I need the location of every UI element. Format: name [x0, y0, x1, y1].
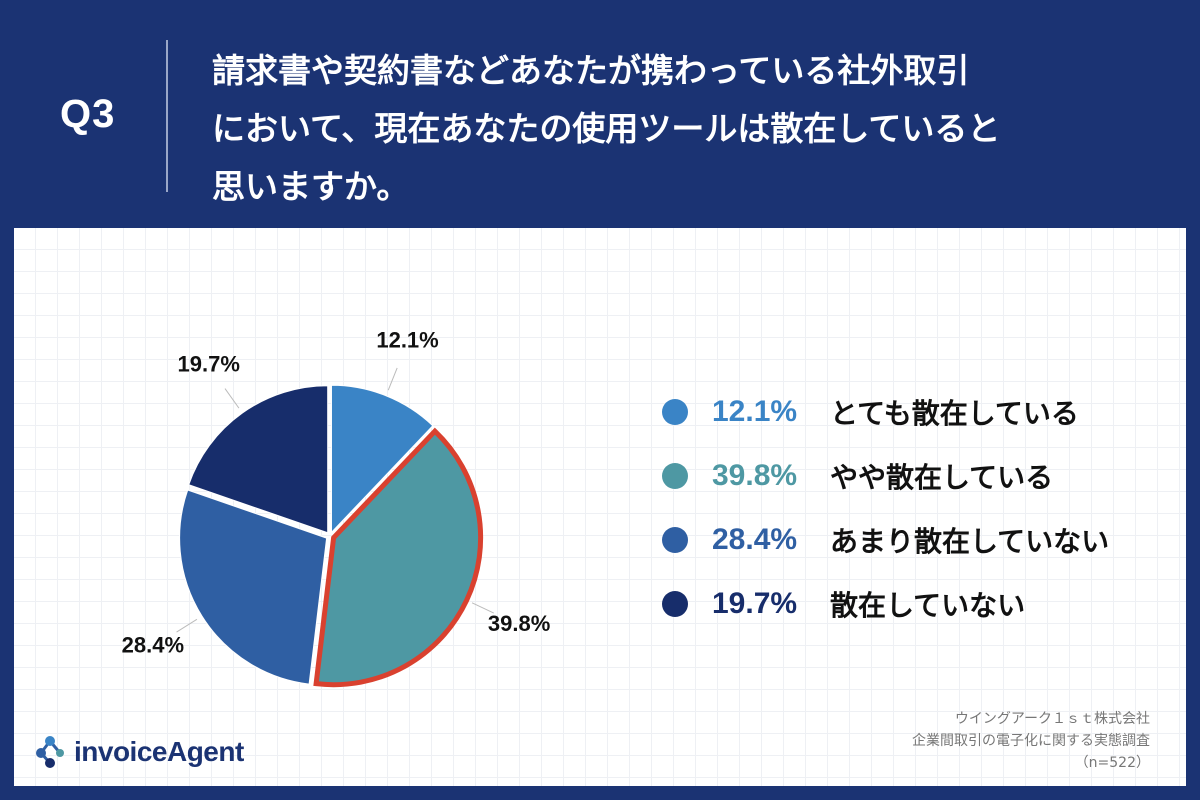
- legend-marker: [662, 399, 688, 425]
- question-line: 思いますか。: [212, 167, 410, 206]
- legend-label: やや散在している: [830, 461, 1054, 494]
- legend-label: とても散在している: [830, 397, 1079, 430]
- source-line: 企業間取引の電子化に関する実態調査: [912, 733, 1150, 749]
- pie-slice: [179, 489, 328, 685]
- header-divider: [166, 40, 168, 192]
- legend-marker: [662, 463, 688, 489]
- leader-line: [471, 602, 494, 614]
- legend-item: 39.8% やや散在している: [662, 444, 1182, 508]
- slice-value-label: 12.1%: [376, 328, 438, 353]
- legend-value: 19.7%: [712, 587, 798, 620]
- brand-name: invoiceAgent: [74, 736, 244, 767]
- pie-chart: 12.1% 39.8% 28.4% 19.7%: [122, 328, 550, 688]
- source-line: ウイングアーク１ｓｔ株式会社: [954, 711, 1150, 727]
- source-line: （n=522）: [1074, 755, 1150, 771]
- brand-mark-icon: [36, 736, 64, 768]
- slice-value-label: 19.7%: [178, 352, 240, 377]
- legend-item: 19.7% 散在していない: [662, 572, 1182, 636]
- legend-value: 39.8%: [712, 459, 798, 492]
- chart-legend: 12.1% とても散在している 39.8% やや散在している 28.4% あまり…: [662, 380, 1182, 636]
- question-number: Q3: [60, 92, 116, 136]
- leader-line: [176, 618, 198, 633]
- legend-item: 12.1% とても散在している: [662, 380, 1182, 444]
- legend-value: 12.1%: [712, 395, 798, 428]
- slice-value-label: 28.4%: [122, 633, 184, 658]
- question-line: において、現在あなたの使用ツールは散在していると: [212, 109, 1001, 148]
- source-note: ウイングアーク１ｓｔ株式会社 企業間取引の電子化に関する実態調査 （n=522）: [912, 708, 1150, 774]
- brand-logo: invoiceAgent: [32, 734, 244, 770]
- legend-label: あまり散在していない: [830, 525, 1110, 558]
- legend-item: 28.4% あまり散在していない: [662, 508, 1182, 572]
- legend-label: 散在していない: [830, 589, 1026, 622]
- legend-marker: [662, 591, 688, 617]
- legend-marker: [662, 527, 688, 553]
- question-text: 請求書や契約書などあなたが携わっている社外取引 において、現在あなたの使用ツール…: [212, 42, 1112, 216]
- pie-slice: [313, 427, 484, 688]
- question-header: Q3 請求書や契約書などあなたが携わっている社外取引 において、現在あなたの使用…: [0, 0, 1200, 228]
- legend-value: 28.4%: [712, 523, 798, 556]
- leader-line: [224, 388, 240, 409]
- leader-line: [387, 367, 398, 391]
- question-line: 請求書や契約書などあなたが携わっている社外取引: [212, 51, 970, 90]
- pie-slice: [330, 384, 434, 534]
- slice-value-label: 39.8%: [488, 611, 550, 636]
- pie-slice: [188, 385, 329, 534]
- chart-panel: 12.1% 39.8% 28.4% 19.7% 12.1% とても散在している 39.…: [14, 228, 1186, 786]
